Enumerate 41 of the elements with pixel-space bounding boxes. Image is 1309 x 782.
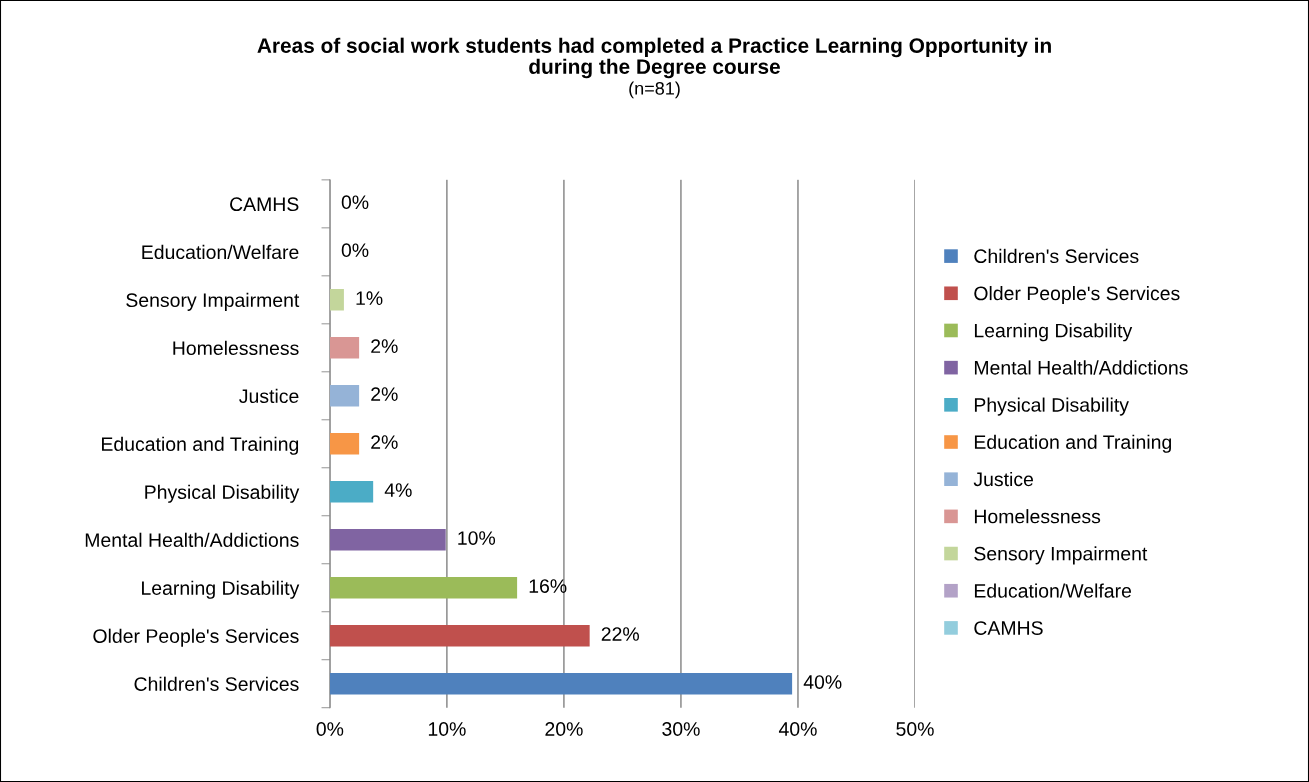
legend-label: Education and Training <box>974 434 1172 453</box>
x-tick-label: 10% <box>428 722 466 736</box>
y-tick-label: Mental Health/Addictions <box>85 532 299 547</box>
data-label: 40% <box>803 675 842 689</box>
data-label: 2% <box>371 435 398 449</box>
y-tick-label: Learning Disability <box>142 580 300 599</box>
data-label: 10% <box>458 531 496 545</box>
data-label: 2% <box>371 339 398 353</box>
data-label: 0% <box>341 243 369 258</box>
data-label: 16% <box>529 579 567 593</box>
legend-label: CAMHS <box>974 621 1043 635</box>
y-tick-label: Education and Training <box>102 436 299 455</box>
data-label: 1% <box>356 291 383 305</box>
legend-label: Sensory Impairment <box>974 546 1148 565</box>
x-tick-label: 0% <box>316 722 344 736</box>
x-tick-label: 50% <box>896 722 934 736</box>
y-tick-label: Homelessness <box>173 340 299 356</box>
y-tick-label: Justice <box>239 388 299 404</box>
legend-label: Learning Disability <box>974 323 1133 342</box>
legend-label: Older People's Services <box>974 286 1180 305</box>
legend-label: Justice <box>973 471 1034 487</box>
legend-label: Homelessness <box>974 509 1101 524</box>
chart-title: Areas of social work students had completed a Practice Learning Opportunity in during the Degree course <box>257 37 1051 79</box>
legend-label: Education/Welfare <box>974 583 1132 598</box>
data-label: 4% <box>384 483 412 497</box>
x-tick-label: 20% <box>545 722 583 736</box>
x-tick-label: 30% <box>662 722 700 736</box>
y-tick-label: Children's Services <box>134 676 299 691</box>
y-tick-label: Physical Disability <box>145 484 300 503</box>
legend-label: Physical Disability <box>974 397 1129 416</box>
x-tick-label: 40% <box>778 722 817 736</box>
y-tick-label: Education/Welfare <box>142 244 299 260</box>
legend-label: Mental Health/Addictions <box>974 360 1188 375</box>
data-label: 22% <box>601 627 639 641</box>
chart-subtitle: (n=81) <box>629 81 680 99</box>
y-tick-label: CAMHS <box>230 197 299 212</box>
y-tick-label: Older People's Services <box>93 628 299 647</box>
y-tick-label: Sensory Impairment <box>126 292 300 311</box>
data-label: 2% <box>371 387 398 401</box>
legend-label: Children's Services <box>974 248 1139 264</box>
data-label: 0% <box>341 195 369 210</box>
